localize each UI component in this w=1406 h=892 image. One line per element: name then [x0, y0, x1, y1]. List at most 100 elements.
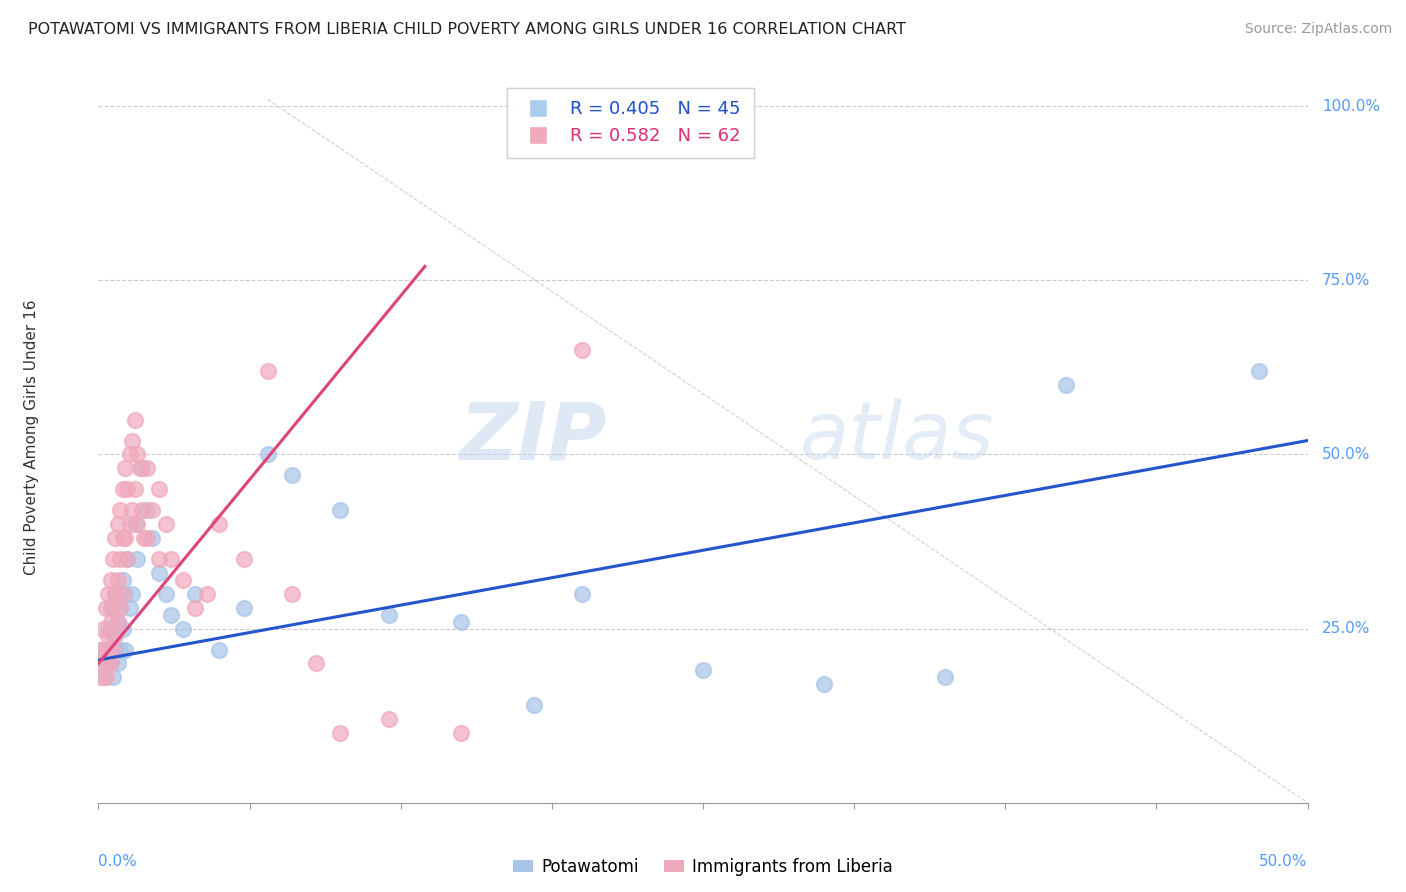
Point	[131, 461, 153, 475]
Point	[100, 657, 122, 671]
Point	[124, 483, 146, 497]
Point	[108, 600, 131, 615]
Point	[523, 698, 546, 713]
Point	[108, 642, 131, 657]
Point	[160, 607, 183, 622]
Point	[121, 434, 143, 448]
Point	[135, 503, 157, 517]
Point	[108, 552, 131, 566]
Point	[155, 587, 177, 601]
Point	[135, 461, 157, 475]
Point	[107, 517, 129, 532]
Point	[232, 600, 254, 615]
Point	[100, 600, 122, 615]
Text: atlas: atlas	[800, 398, 994, 476]
Point	[108, 503, 131, 517]
Point	[101, 629, 124, 643]
Point	[160, 552, 183, 566]
Point	[111, 587, 134, 601]
Point	[97, 657, 120, 671]
Point	[90, 642, 112, 657]
Point	[121, 503, 143, 517]
Point	[101, 642, 124, 657]
Text: 75.0%: 75.0%	[1322, 273, 1371, 288]
Point	[155, 517, 177, 532]
Point	[148, 552, 170, 566]
Point	[141, 503, 163, 517]
Point	[100, 573, 122, 587]
Point	[94, 670, 117, 684]
Point	[107, 615, 129, 629]
Point	[94, 600, 117, 615]
Point	[97, 622, 120, 636]
Point	[118, 517, 141, 532]
Point	[111, 483, 134, 497]
Point	[377, 712, 399, 726]
Point	[281, 587, 304, 601]
Point	[1249, 364, 1271, 378]
Point	[118, 448, 141, 462]
Point	[281, 468, 304, 483]
Point	[117, 483, 139, 497]
Point	[450, 615, 472, 629]
Point	[111, 622, 134, 636]
Point	[100, 657, 122, 671]
Point	[104, 642, 127, 657]
Text: 0.0%: 0.0%	[98, 854, 138, 869]
Point	[934, 670, 956, 684]
Point	[104, 587, 127, 601]
Point	[128, 461, 150, 475]
Text: Source: ZipAtlas.com: Source: ZipAtlas.com	[1244, 22, 1392, 37]
Point	[107, 657, 129, 671]
Point	[184, 600, 207, 615]
Point	[111, 573, 134, 587]
Point	[813, 677, 835, 691]
Point	[571, 343, 593, 357]
Point	[104, 629, 127, 643]
Point	[172, 622, 194, 636]
Point	[91, 670, 114, 684]
Point	[97, 629, 120, 643]
Point	[124, 517, 146, 532]
Point	[692, 664, 714, 678]
Point	[101, 670, 124, 684]
Text: 100.0%: 100.0%	[1322, 99, 1381, 113]
Point	[97, 587, 120, 601]
Point	[127, 448, 149, 462]
Point	[172, 573, 194, 587]
Point	[104, 531, 127, 545]
Point	[450, 726, 472, 740]
Legend: R = 0.405   N = 45, R = 0.582   N = 62: R = 0.405 N = 45, R = 0.582 N = 62	[508, 87, 754, 158]
Point	[111, 531, 134, 545]
Point	[117, 552, 139, 566]
Point	[131, 503, 153, 517]
Point	[104, 587, 127, 601]
Text: 50.0%: 50.0%	[1260, 854, 1308, 869]
Point	[134, 531, 156, 545]
Point	[94, 642, 117, 657]
Point	[107, 615, 129, 629]
Point	[124, 412, 146, 426]
Point	[1054, 377, 1077, 392]
Point	[195, 587, 218, 601]
Point	[108, 600, 131, 615]
Point	[305, 657, 328, 671]
Point	[101, 552, 124, 566]
Text: 25.0%: 25.0%	[1322, 621, 1371, 636]
Point	[101, 600, 124, 615]
Point	[208, 642, 231, 657]
Point	[329, 503, 352, 517]
Point	[148, 483, 170, 497]
Point	[208, 517, 231, 532]
Point	[148, 566, 170, 580]
Text: POTAWATOMI VS IMMIGRANTS FROM LIBERIA CHILD POVERTY AMONG GIRLS UNDER 16 CORRELA: POTAWATOMI VS IMMIGRANTS FROM LIBERIA CH…	[28, 22, 905, 37]
Point	[114, 461, 136, 475]
Point	[114, 642, 136, 657]
Point	[100, 615, 122, 629]
Point	[141, 531, 163, 545]
Point	[127, 517, 149, 532]
Text: ZIP: ZIP	[458, 398, 606, 476]
Text: 50.0%: 50.0%	[1322, 447, 1371, 462]
Point	[571, 587, 593, 601]
Point	[90, 642, 112, 657]
